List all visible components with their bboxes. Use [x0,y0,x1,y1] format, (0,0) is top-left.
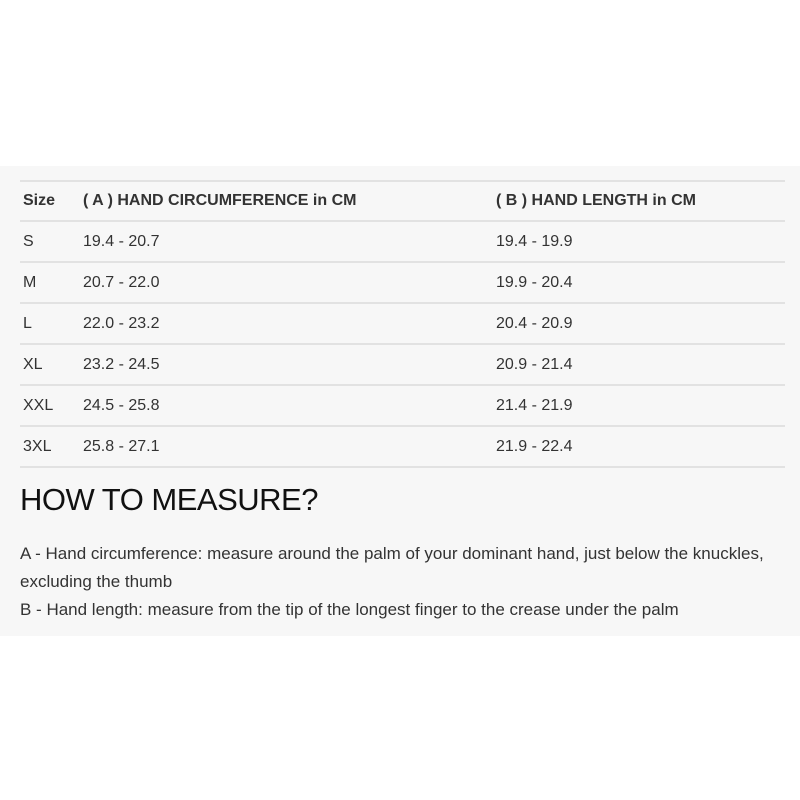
size-cell: L [20,303,80,345]
size-cell: M [20,262,80,304]
circumference-cell: 20.7 - 22.0 [80,262,493,304]
table-row: L 22.0 - 23.2 20.4 - 20.9 [20,303,785,345]
circumference-cell: 25.8 - 27.1 [80,426,493,468]
instruction-a: A - Hand circumference: measure around t… [20,544,764,591]
instruction-b: B - Hand length: measure from the tip of… [20,600,679,619]
size-cell: XL [20,344,80,386]
circumference-cell: 23.2 - 24.5 [80,344,493,386]
how-to-measure-title: HOW TO MEASURE? [20,482,318,517]
header-circumference: ( A ) HAND CIRCUMFERENCE in CM [80,181,493,222]
size-cell: XXL [20,385,80,427]
table-header-row: Size ( A ) HAND CIRCUMFERENCE in CM ( B … [20,181,785,222]
circumference-cell: 19.4 - 20.7 [80,221,493,263]
table-row: S 19.4 - 20.7 19.4 - 19.9 [20,221,785,263]
length-cell: 19.4 - 19.9 [493,221,785,263]
circumference-cell: 22.0 - 23.2 [80,303,493,345]
length-cell: 21.4 - 21.9 [493,385,785,427]
how-to-measure-description: A - Hand circumference: measure around t… [20,540,790,624]
size-chart-table: Size ( A ) HAND CIRCUMFERENCE in CM ( B … [20,180,785,468]
size-cell: S [20,221,80,263]
length-cell: 19.9 - 20.4 [493,262,785,304]
table-row: 3XL 25.8 - 27.1 21.9 - 22.4 [20,426,785,468]
table-row: M 20.7 - 22.0 19.9 - 20.4 [20,262,785,304]
table-row: XXL 24.5 - 25.8 21.4 - 21.9 [20,385,785,427]
circumference-cell: 24.5 - 25.8 [80,385,493,427]
length-cell: 20.4 - 20.9 [493,303,785,345]
header-length: ( B ) HAND LENGTH in CM [493,181,785,222]
table-row: XL 23.2 - 24.5 20.9 - 21.4 [20,344,785,386]
header-size: Size [20,181,80,222]
size-cell: 3XL [20,426,80,468]
length-cell: 20.9 - 21.4 [493,344,785,386]
length-cell: 21.9 - 22.4 [493,426,785,468]
